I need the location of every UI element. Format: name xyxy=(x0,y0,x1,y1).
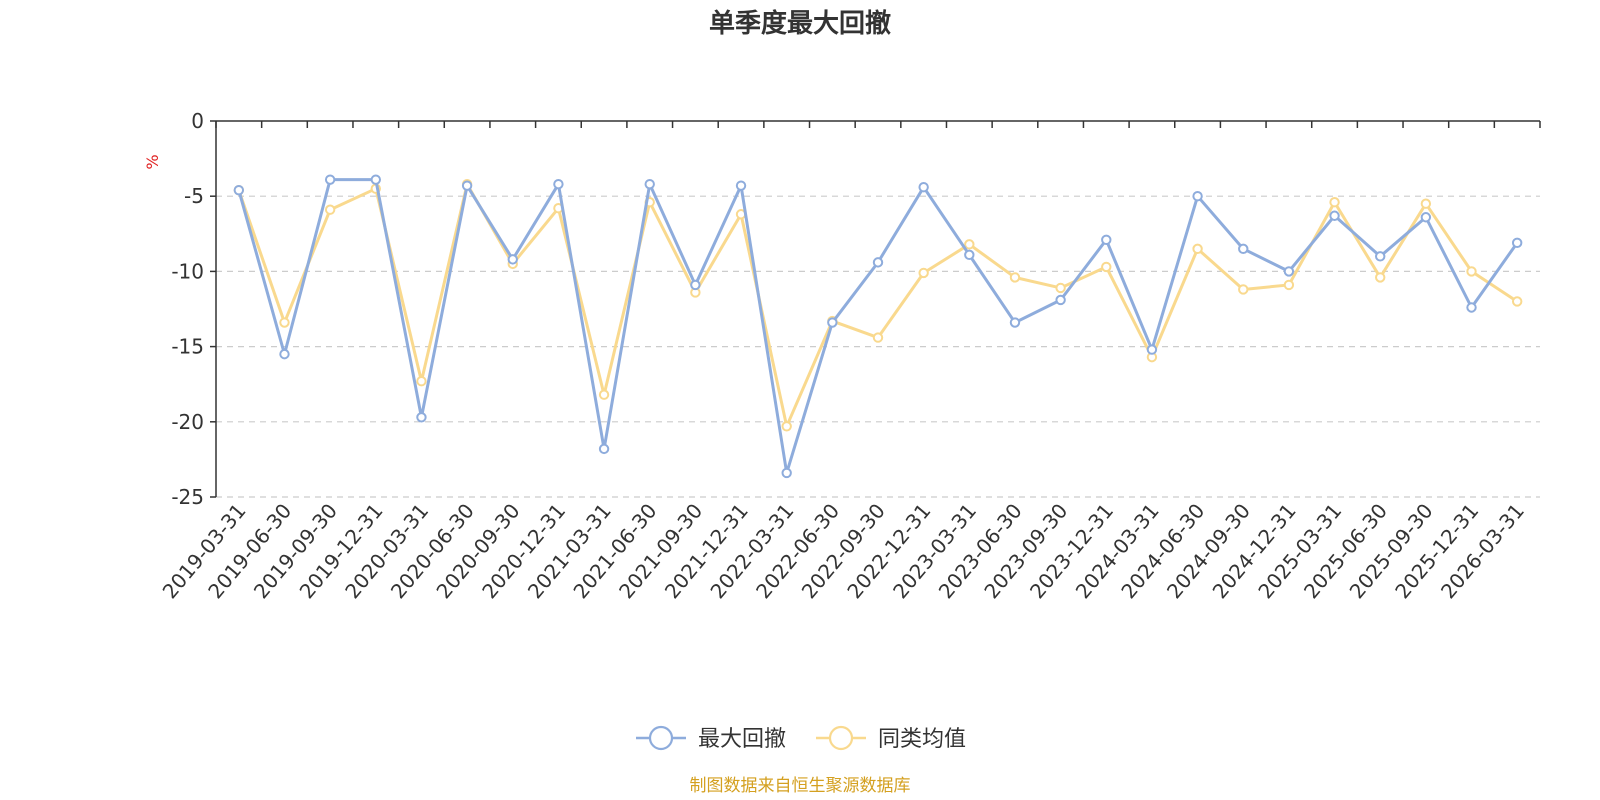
data-point xyxy=(598,443,610,455)
y-tick-label: -25 xyxy=(171,485,204,509)
data-point xyxy=(279,317,290,328)
legend-circle-icon xyxy=(648,725,674,751)
data-point xyxy=(1329,210,1340,221)
data-point xyxy=(507,254,518,265)
data-point xyxy=(1238,243,1249,255)
series-line xyxy=(237,182,1518,428)
data-point xyxy=(416,412,427,423)
data-point xyxy=(964,239,975,250)
x-tick-labels: 2019-03-312019-06-302019-09-302019-12-31… xyxy=(158,499,1529,603)
data-point xyxy=(1101,261,1112,273)
y-tick-labels: 0 -5 -10 -15 -20 -25 xyxy=(171,109,204,509)
y-axis-unit-label: % xyxy=(143,154,162,169)
data-point xyxy=(1329,197,1340,208)
data-point xyxy=(279,348,290,360)
y-tick-label: -10 xyxy=(171,259,204,283)
data-point xyxy=(324,204,336,215)
data-point xyxy=(1101,234,1112,246)
data-point xyxy=(1192,191,1203,202)
data-point xyxy=(1238,284,1249,295)
data-point xyxy=(781,421,792,432)
data-point xyxy=(1283,279,1295,291)
legend-circle-icon xyxy=(828,725,854,751)
legend[interactable]: 最大回撤 同类均值 xyxy=(636,725,966,752)
data-point xyxy=(1375,272,1386,283)
data-point xyxy=(1009,317,1021,328)
data-point xyxy=(1055,282,1066,294)
source-text: 制图数据来自恒生聚源数据库 xyxy=(690,776,911,796)
legend-label: 最大回撤 xyxy=(698,727,786,752)
data-point xyxy=(781,467,792,479)
data-point xyxy=(1055,294,1066,306)
data-point xyxy=(1192,243,1203,255)
data-point xyxy=(233,184,245,196)
data-point xyxy=(1420,212,1432,223)
data-point xyxy=(1146,344,1158,355)
data-point xyxy=(1375,251,1386,262)
data-point xyxy=(1009,272,1021,283)
data-point xyxy=(872,257,884,268)
data-point xyxy=(1420,198,1432,209)
data-point xyxy=(872,332,884,343)
data-point xyxy=(1283,266,1295,277)
y-tick-label: -15 xyxy=(171,335,204,359)
data-point xyxy=(1466,266,1477,277)
series-lines xyxy=(233,174,1523,479)
data-point xyxy=(553,178,564,190)
data-point xyxy=(324,174,336,185)
data-point xyxy=(827,317,838,328)
series-line xyxy=(237,178,1519,475)
data-point xyxy=(644,178,655,190)
chart-title: 单季度最大回撤 xyxy=(709,8,891,39)
data-point xyxy=(918,267,929,279)
data-point xyxy=(1466,302,1477,313)
axes xyxy=(210,120,1541,498)
legend-item[interactable]: 同类均值 xyxy=(816,725,966,752)
data-point xyxy=(918,181,929,193)
data-point xyxy=(690,279,701,291)
data-point xyxy=(735,180,747,191)
data-point xyxy=(598,389,610,400)
data-point xyxy=(964,249,975,261)
y-tick-label: -20 xyxy=(171,410,204,434)
data-point xyxy=(461,180,473,191)
data-point xyxy=(1511,296,1523,307)
legend-item[interactable]: 最大回撤 xyxy=(636,725,786,752)
data-point xyxy=(370,174,381,185)
legend-label: 同类均值 xyxy=(878,727,966,752)
data-point xyxy=(1511,237,1523,249)
data-point xyxy=(416,375,427,387)
y-tick-label: 0 xyxy=(191,109,204,133)
y-tick-label: -5 xyxy=(184,184,204,208)
